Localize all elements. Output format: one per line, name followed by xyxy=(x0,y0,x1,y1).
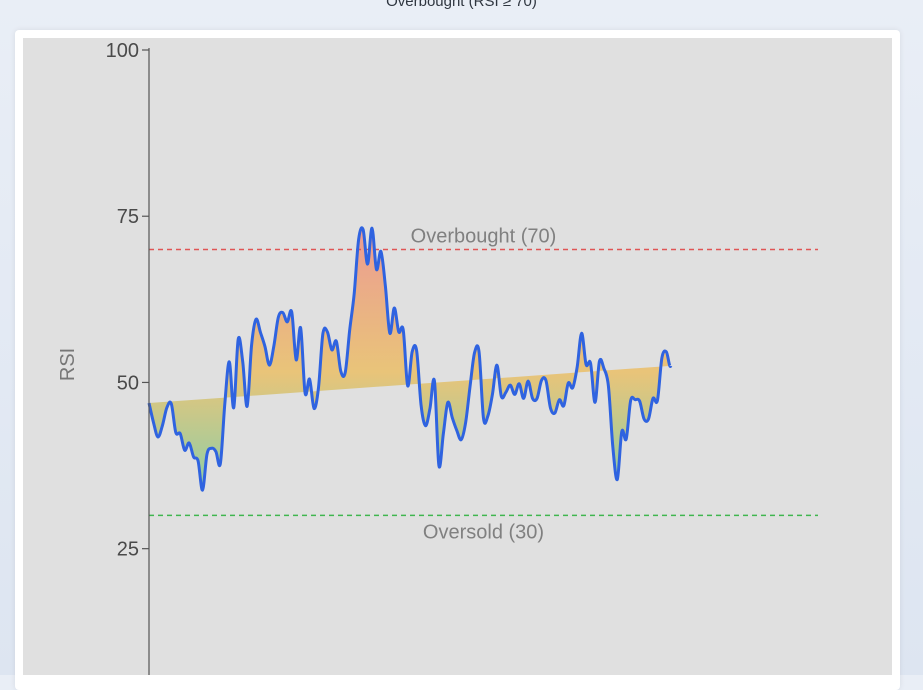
plot-background xyxy=(23,38,892,675)
legend-caption: Overbought (RSI ≥ 70) xyxy=(386,0,537,10)
y-tick-label: 100 xyxy=(106,40,139,62)
y-tick-label: 25 xyxy=(117,539,139,561)
oversold-label: Oversold (30) xyxy=(423,521,544,543)
overbought-label: Overbought (70) xyxy=(411,225,557,247)
y-tick-label: 50 xyxy=(117,372,139,394)
y-axis-title: RSI xyxy=(57,348,79,381)
rsi-series-line xyxy=(147,226,673,492)
y-axis-ticks: 25 50 75 100 xyxy=(106,40,149,561)
y-tick-label: 75 xyxy=(117,206,139,228)
